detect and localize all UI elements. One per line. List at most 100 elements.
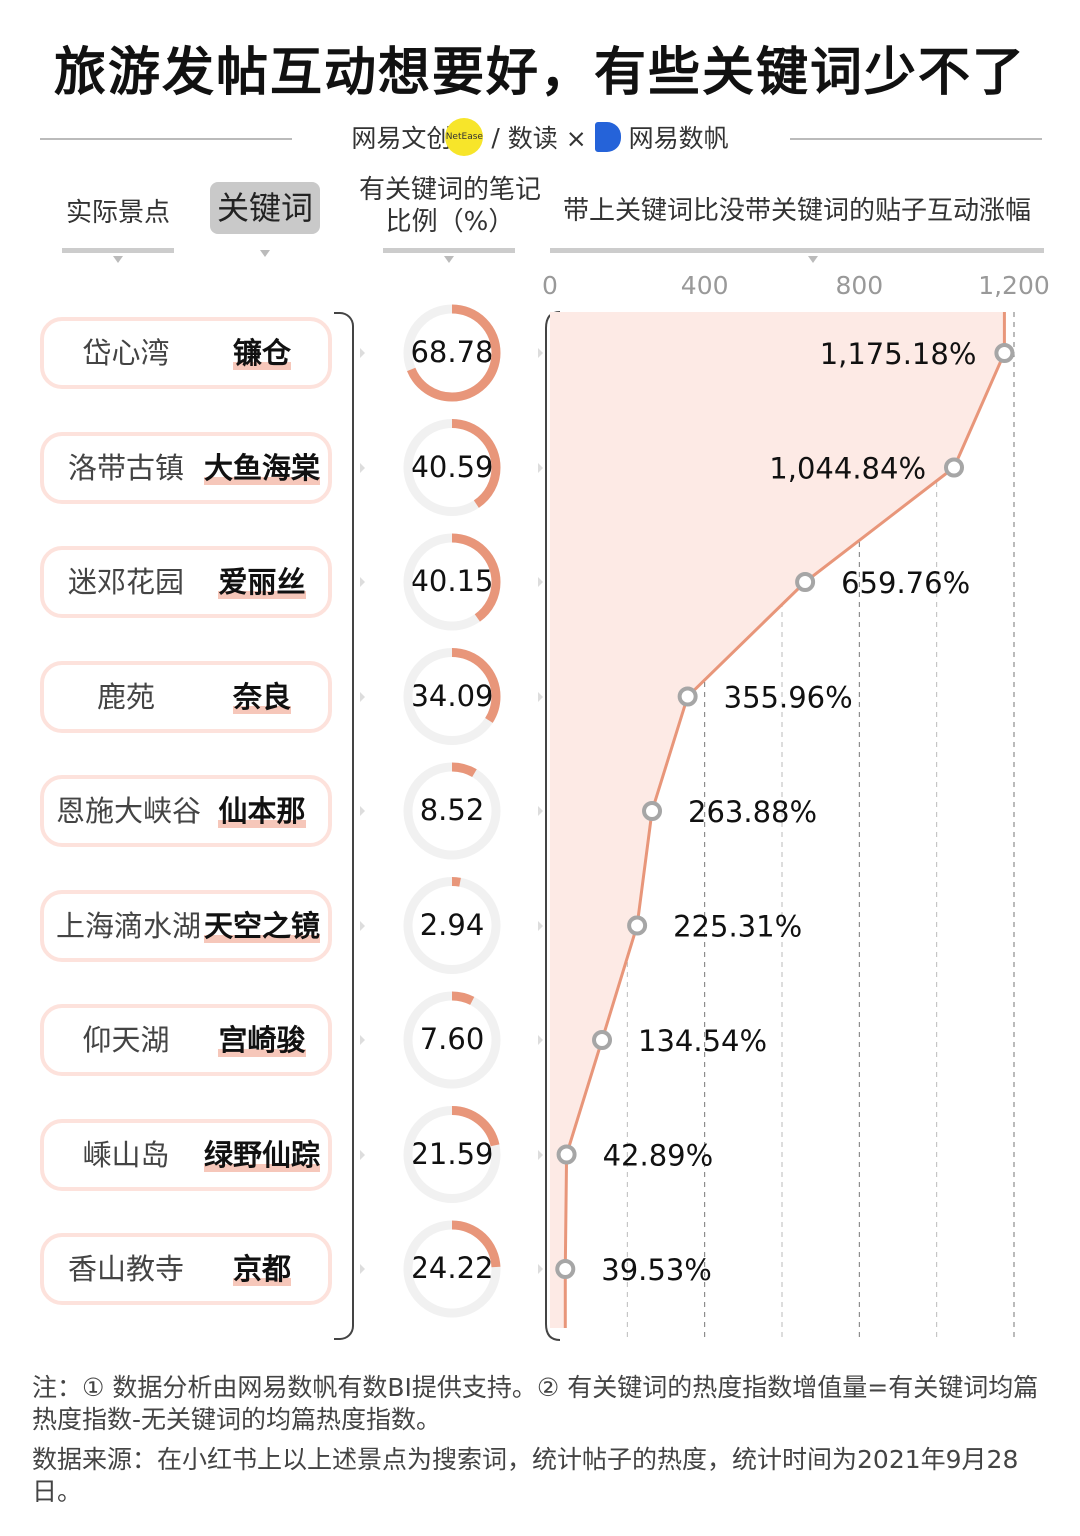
ratio-value: 24.22 (410, 1251, 494, 1285)
ratio-ring-arc (403, 991, 501, 1089)
row-marker (538, 691, 543, 702)
row-marker (360, 1035, 365, 1045)
list-item: 上海滴水湖 天空之镜 (40, 889, 332, 962)
list-item: 仰天湖 宫崎骏 (40, 1004, 332, 1076)
data-source: 数据来源：在小红书上以上述景点为搜索词，统计帖子的热度，统计时间为2021年9月… (32, 1445, 1019, 1506)
caret-down-icon (113, 256, 123, 263)
row-marker (360, 691, 365, 702)
data-label: 355.96% (724, 681, 853, 715)
brand-shudu: 数读 × (507, 124, 587, 153)
x-tick-label: 800 (835, 271, 883, 300)
keyword-text: 京都 (232, 1252, 291, 1286)
ratio-ring-arc (403, 1220, 501, 1318)
keyword-name: 大鱼海棠 (192, 436, 332, 500)
list-item: 洛带古镇 大鱼海棠 (40, 431, 332, 504)
keyword-text: 镰仓 (232, 336, 291, 370)
keyword-name: 绿野仙踪 (192, 1123, 332, 1187)
series-area (550, 312, 1005, 1328)
list-item: 岱心湾 镰仓 (40, 317, 332, 389)
data-label: 225.31% (673, 910, 802, 944)
scenic-name: 鹿苑 (96, 679, 155, 714)
x-tick-label: 0 (542, 271, 558, 300)
list-item: 迷邓花园 爱丽丝 (40, 546, 332, 618)
header-ratio-line1: 有关键词的笔记 (358, 175, 541, 205)
keyword-name: 宫崎骏 (192, 1008, 332, 1072)
ratio-value: 2.94 (419, 907, 485, 942)
row-marker (538, 806, 543, 816)
x-tick-label: 1,200 (978, 271, 1050, 300)
keyword-text: 绿野仙踪 (203, 1137, 320, 1172)
scenic-name: 香山教寺 (67, 1252, 184, 1286)
header-ratio-underline (383, 248, 515, 253)
data-label: 39.53% (601, 1253, 712, 1287)
data-point (555, 1259, 576, 1279)
row-marker (538, 920, 543, 931)
list-item: 嵊山岛 绿野仙踪 (40, 1118, 332, 1191)
caret-down-icon (444, 256, 454, 263)
list-item: 香山教寺 京都 (40, 1233, 332, 1305)
data-label: 1,175.18% (820, 337, 977, 371)
ratio-ring-arc (403, 762, 501, 860)
caret-down-icon (260, 250, 270, 257)
data-point (592, 1030, 613, 1050)
row-marker (538, 1264, 543, 1274)
netease-dot-logo: NetEase (445, 118, 484, 156)
ratio-ring-track (403, 762, 501, 860)
ratio-value: 40.59 (410, 449, 494, 484)
data-label: 1,044.84% (769, 452, 926, 486)
row-marker (538, 1149, 543, 1160)
row-marker (360, 806, 365, 816)
scenic-name: 岱心湾 (82, 336, 170, 370)
ratio-value: 40.15 (410, 564, 494, 598)
keyword-name: 奈良 (192, 665, 332, 729)
list-item: 鹿苑 奈良 (40, 660, 332, 733)
row-marker (360, 1149, 365, 1160)
keyword-text: 爱丽丝 (218, 565, 306, 599)
ratio-ring-track (403, 877, 501, 974)
ratio-ring-track (403, 991, 501, 1089)
keyword-text: 大鱼海棠 (203, 450, 320, 485)
keyword-text: 宫崎骏 (218, 1023, 306, 1057)
header-ratio: 有关键词的笔记 比例（%） (350, 174, 550, 238)
scenic-name: 上海滴水湖 (56, 908, 202, 943)
ratio-ring-arc (403, 304, 501, 402)
keyword-text: 天空之镜 (203, 908, 320, 943)
keyword-name: 天空之镜 (192, 894, 332, 958)
keyword-text: 仙本那 (218, 794, 306, 828)
header-uplift-underline (550, 248, 1044, 253)
header-scenic-underline (62, 248, 174, 253)
header-uplift: 带上关键词比没带关键词的贴子互动涨幅 (562, 196, 1031, 226)
keyword-name: 爱丽丝 (192, 550, 332, 614)
data-label: 42.89% (603, 1139, 714, 1173)
row-marker (538, 577, 543, 587)
ratio-value: 34.09 (410, 678, 494, 713)
row-marker (538, 462, 543, 473)
brand-separator: / (491, 122, 500, 152)
brand-partner: 网易数帆 (628, 124, 729, 153)
ratio-value: 21.59 (410, 1136, 494, 1171)
row-marker (360, 920, 365, 931)
row-marker (360, 1264, 365, 1274)
ratio-ring-arc (403, 877, 501, 974)
row-marker (360, 577, 365, 587)
keyword-name: 镰仓 (192, 321, 332, 385)
sail-logo-icon (594, 122, 621, 152)
brand-divider-right (790, 138, 1042, 140)
ratio-value: 8.52 (419, 793, 485, 827)
header-keyword: 关键词 (210, 182, 320, 234)
data-point (994, 343, 1015, 363)
brand-bar: 网易文创 NetEase / 数读 × 网易数帆 (0, 118, 1080, 156)
data-label: 134.54% (638, 1024, 767, 1058)
ratio-ring-arc (403, 1106, 501, 1203)
ratio-ring-arc (403, 648, 501, 745)
data-point (627, 915, 648, 936)
list-bracket (334, 312, 354, 1340)
x-tick-label: 400 (681, 271, 729, 300)
data-point (642, 801, 663, 821)
header-scenic: 实际景点 (65, 198, 170, 228)
keyword-name: 仙本那 (192, 779, 332, 843)
data-point (677, 686, 698, 707)
scenic-name: 洛带古镇 (67, 450, 184, 485)
scenic-name: 嵊山岛 (82, 1137, 170, 1172)
